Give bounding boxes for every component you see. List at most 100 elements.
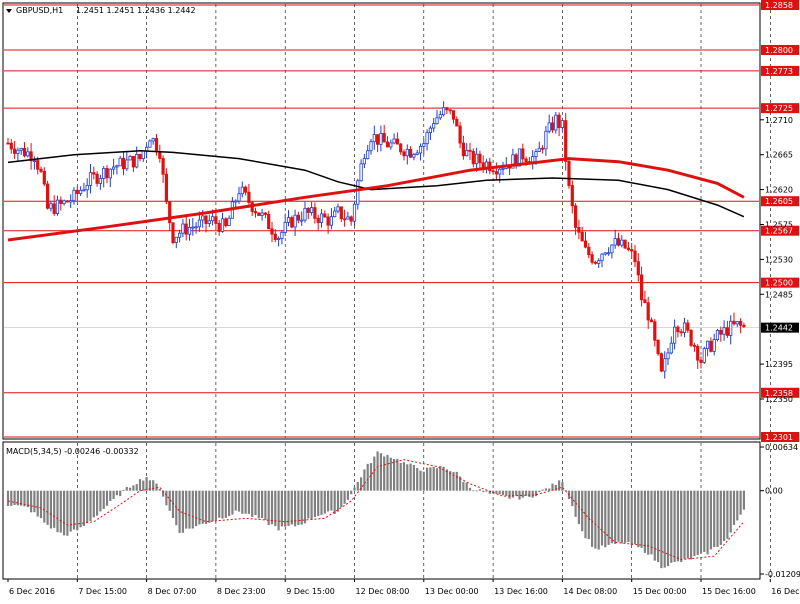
candle-body (55, 199, 60, 214)
candle (65, 199, 69, 203)
macd-bar (356, 482, 359, 491)
macd-bar (468, 487, 472, 491)
candle (224, 217, 228, 228)
candle-body (42, 171, 46, 185)
candle-body (197, 219, 201, 228)
macd-bar (538, 490, 541, 493)
macd-bar (699, 490, 703, 554)
candle (412, 153, 416, 161)
candle (95, 171, 99, 187)
candle-body (346, 216, 350, 220)
candle-body (517, 148, 522, 167)
dropdown-arrow-icon[interactable] (6, 9, 12, 13)
macd-bar (630, 490, 633, 546)
candle-body (699, 359, 703, 363)
candle (227, 215, 231, 227)
candle-body (574, 205, 578, 228)
level-price-label: 1.2358 (765, 389, 793, 398)
macd-bar (429, 467, 432, 491)
candle-body (550, 122, 555, 131)
candle-body (118, 157, 122, 167)
macd-bar (389, 457, 392, 491)
candle-body (372, 134, 376, 143)
candle (303, 201, 307, 223)
candle-body (626, 247, 631, 250)
candle (649, 317, 654, 323)
candle-body (541, 147, 545, 150)
candle-body (69, 200, 73, 203)
candle-body (267, 214, 271, 230)
candle (135, 146, 139, 169)
candle (679, 328, 683, 337)
candle (465, 143, 469, 157)
candle (6, 137, 10, 145)
candle-body (682, 322, 687, 333)
macd-bar (442, 466, 445, 491)
macd-bar (558, 480, 561, 491)
macd-bar (732, 490, 736, 525)
candle (438, 110, 442, 120)
macd-bar (175, 490, 178, 526)
macd-bar (472, 490, 475, 492)
candle-body (659, 353, 664, 372)
current-price-label: 1.2442 (765, 324, 793, 333)
macd-bar (56, 490, 59, 533)
macd-bar (561, 482, 564, 491)
macd-bar (66, 490, 69, 536)
macd-bar (76, 490, 79, 531)
candle (240, 181, 244, 198)
candle-body (121, 157, 126, 170)
candle-body (597, 260, 601, 264)
macd-bar (511, 490, 514, 498)
macd-bar (449, 471, 452, 491)
candle-body (207, 220, 211, 224)
candle-body (326, 216, 330, 226)
macd-bar (129, 487, 132, 491)
level-price-box (761, 196, 799, 207)
candle-body (79, 189, 83, 194)
candle (488, 157, 492, 175)
candle-body (679, 331, 683, 334)
ohlc-values: 1.2451 1.2451 1.2436 1.2442 (76, 6, 196, 15)
macd-bar (607, 490, 610, 545)
price-tick-label: 1.2665 (765, 151, 793, 160)
level-price-box (761, 65, 799, 76)
candle-body (636, 261, 640, 276)
candle-body (333, 210, 337, 218)
macd-bar (290, 490, 293, 525)
time-tick-label: 13 Dec 00:00 (425, 587, 479, 596)
candle (643, 290, 647, 304)
candle (138, 153, 142, 162)
macd-bar (122, 490, 125, 491)
candle (659, 352, 664, 373)
candle (115, 164, 119, 175)
candle (158, 144, 162, 163)
chart-header[interactable]: GBPUSD,H1 1.2451 1.2451 1.2436 1.2442 (6, 6, 196, 15)
macd-bar (475, 490, 478, 492)
macd-bar (508, 490, 511, 499)
candle (125, 151, 129, 171)
time-tick-label: 8 Dec 23:00 (217, 587, 266, 596)
candle-body (26, 151, 30, 157)
candle-body (62, 200, 66, 204)
candle (98, 174, 102, 190)
macd-signal-line (7, 459, 745, 561)
candle-body (204, 215, 208, 224)
candle-body (722, 327, 726, 335)
candle-body (408, 148, 413, 158)
candle-body (313, 207, 317, 219)
candle (616, 232, 621, 247)
candle (46, 180, 50, 210)
macd-bar (135, 484, 138, 491)
candle (541, 145, 545, 154)
candle (405, 144, 409, 165)
macd-bar (726, 490, 729, 539)
macd-bar (706, 490, 709, 555)
macd-bar (297, 490, 300, 526)
level-price-label: 1.2800 (765, 46, 793, 55)
candle-body (468, 149, 472, 152)
candle (187, 218, 192, 241)
candle (237, 186, 241, 204)
candle (418, 143, 423, 161)
candle (613, 229, 617, 249)
